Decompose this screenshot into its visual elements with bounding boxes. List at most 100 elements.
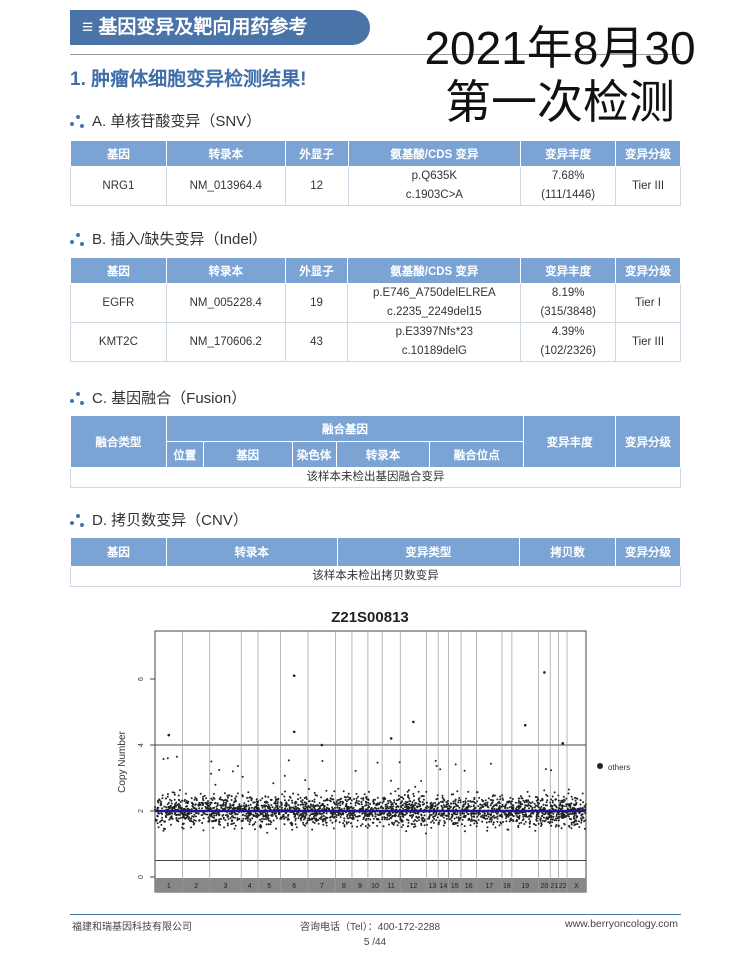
data-point (265, 813, 268, 816)
data-point (434, 815, 436, 818)
data-point (457, 816, 460, 819)
data-point (343, 825, 346, 828)
chromosome-label: 2 (194, 883, 198, 890)
data-point (202, 817, 205, 820)
data-point (238, 804, 241, 807)
data-point (441, 796, 444, 799)
data-point (345, 805, 348, 808)
data-point (386, 805, 389, 808)
data-point (517, 797, 520, 800)
data-point (325, 824, 328, 827)
data-point (492, 821, 495, 824)
data-point (224, 798, 227, 801)
data-point (339, 804, 342, 807)
data-point (389, 737, 393, 740)
data-point (356, 825, 358, 828)
data-point (219, 796, 222, 799)
data-point (267, 823, 270, 826)
y-tick-label: 2 (138, 809, 145, 813)
data-point (321, 820, 324, 823)
data-point (504, 812, 507, 815)
data-point (469, 824, 472, 827)
data-point (463, 814, 466, 817)
data-point (489, 798, 492, 801)
data-point (226, 794, 229, 797)
data-point (320, 818, 323, 821)
data-point (329, 816, 331, 819)
data-point (331, 806, 334, 809)
data-point (277, 798, 280, 801)
data-point (228, 794, 231, 797)
data-point (178, 789, 181, 792)
data-point (562, 815, 565, 818)
data-point (220, 804, 223, 807)
data-point (382, 825, 385, 828)
data-point (346, 807, 349, 810)
data-point (389, 813, 392, 816)
indel-table: 基因 转录本 外显子 氨基酸/CDS 变异 变异丰度 变异分级 EGFR NM_005228… (70, 257, 681, 362)
footer-company: 福建和瑞基因科技有限公司 (72, 922, 192, 933)
data-point (226, 824, 229, 827)
data-point (207, 802, 210, 805)
data-point (354, 815, 357, 818)
data-point (540, 815, 543, 818)
data-point (548, 822, 551, 825)
data-point (413, 807, 416, 810)
data-point (226, 814, 229, 816)
data-point (321, 812, 324, 815)
data-point (286, 803, 288, 806)
data-point (163, 805, 166, 808)
data-point (452, 802, 455, 805)
data-point (512, 815, 515, 818)
data-point (365, 814, 368, 817)
data-point (565, 811, 568, 814)
data-point (236, 813, 239, 816)
data-point (529, 820, 532, 823)
data-point (325, 806, 328, 809)
data-point (191, 815, 194, 818)
data-point (488, 820, 491, 823)
data-point (297, 817, 300, 820)
data-point (242, 817, 245, 820)
data-point (504, 805, 507, 808)
data-point (264, 805, 267, 807)
data-point (361, 823, 364, 826)
data-point (490, 802, 493, 805)
menu-icon: ≡ (82, 17, 99, 38)
data-point (164, 828, 166, 830)
data-point (351, 807, 354, 810)
data-point (496, 812, 499, 815)
data-point (411, 805, 414, 808)
data-point (175, 801, 178, 804)
data-point (430, 826, 433, 829)
data-point (453, 817, 456, 820)
data-point (346, 795, 349, 798)
data-point (386, 806, 389, 809)
data-point (500, 822, 503, 825)
data-point (534, 824, 537, 827)
footer-url[interactable]: www.berryoncology.com (564, 918, 678, 930)
data-point (444, 805, 447, 808)
data-point (332, 801, 335, 804)
data-point (392, 805, 395, 808)
data-point (377, 813, 380, 816)
data-point (275, 804, 278, 807)
data-point (473, 812, 476, 815)
data-point (399, 815, 402, 818)
data-point (276, 807, 279, 810)
data-point (427, 806, 430, 809)
data-point (536, 796, 539, 799)
data-point (549, 801, 552, 804)
data-point (350, 822, 353, 825)
data-point (371, 813, 374, 816)
data-point (334, 803, 337, 806)
data-point (409, 804, 412, 807)
data-point (255, 798, 258, 801)
data-point (358, 803, 361, 806)
data-point (186, 807, 189, 810)
data-point (357, 795, 359, 798)
data-point (534, 804, 537, 807)
data-point (528, 818, 531, 821)
data-point (557, 819, 560, 822)
data-point (230, 799, 233, 801)
